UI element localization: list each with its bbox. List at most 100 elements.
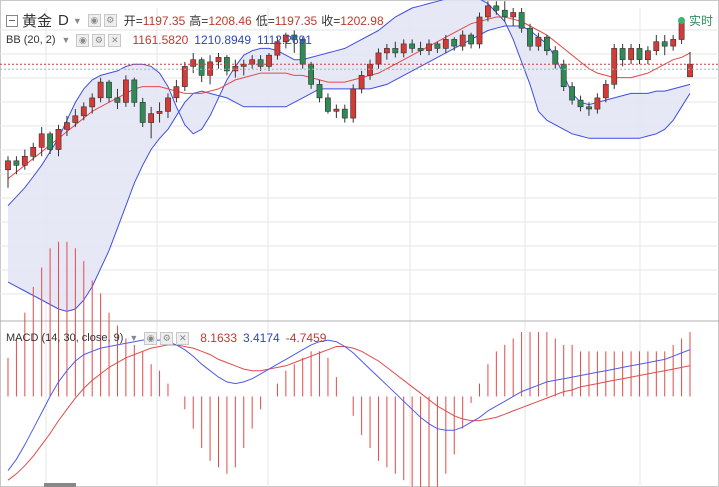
candle-up	[426, 43, 432, 51]
bb-middle-line	[7, 16, 691, 180]
candle-up	[240, 63, 247, 67]
candle-up	[367, 63, 373, 76]
candle-up	[190, 59, 197, 67]
candle-up	[350, 88, 357, 119]
candle-down	[308, 63, 314, 85]
candle-down	[493, 5, 500, 11]
candle-up	[207, 61, 213, 76]
macd-line	[7, 339, 691, 471]
candle-up	[274, 41, 281, 56]
candle-down	[569, 86, 575, 101]
candle-up	[21, 156, 28, 166]
eye-icon[interactable]: ◉	[87, 14, 101, 27]
candle-down	[560, 63, 567, 87]
candle-up	[535, 36, 542, 47]
candle-up	[38, 133, 45, 148]
bb-band-fill	[8, 0, 690, 312]
macd-line-value: 3.4174	[243, 331, 280, 345]
macd-signal-value: -4.7459	[285, 331, 327, 345]
time-scroll-thumb	[44, 483, 76, 487]
candle-up	[459, 34, 466, 47]
candle-down	[636, 48, 643, 60]
candle-down	[409, 43, 415, 49]
candle-up	[30, 147, 37, 157]
candle-up	[148, 113, 154, 123]
chevron-down-icon[interactable]: ▼	[61, 35, 71, 45]
close-label: 收=	[321, 14, 341, 28]
macd-label: MACD (14, 30, close, 9)	[6, 332, 124, 344]
candle-down	[527, 27, 533, 47]
chevron-down-icon[interactable]: ▼	[72, 15, 82, 26]
bb-lower-line	[7, 25, 691, 312]
candle-up	[64, 122, 70, 130]
candle-up	[333, 108, 340, 112]
candle-down	[518, 12, 525, 29]
candle-up	[181, 66, 188, 87]
bb-label: BB (20, 2)	[6, 34, 56, 46]
candle-down	[586, 106, 592, 110]
candle-down	[257, 59, 264, 67]
candle-down	[198, 59, 205, 76]
symbol-title: 黄金	[22, 13, 53, 30]
candle-up	[628, 48, 634, 60]
candle-up	[55, 129, 62, 150]
candle-up	[602, 84, 609, 99]
candle-up	[484, 5, 491, 18]
high-label: 高=	[189, 14, 209, 28]
candle-down	[468, 34, 474, 45]
bb-upper-value: 1210.8949	[194, 33, 252, 47]
settings-icon[interactable]: ⚙	[160, 331, 174, 345]
candle-down	[47, 133, 53, 150]
candle-up	[400, 43, 407, 54]
candle-up	[383, 48, 390, 54]
candle-up	[375, 52, 382, 65]
macd-hist-value: 8.1633	[200, 331, 237, 345]
live-dot-icon	[677, 17, 685, 24]
bb-lower-value: 1112.2691	[257, 33, 312, 47]
macd-signal-line	[7, 344, 691, 481]
close-icon[interactable]: ✕	[108, 33, 122, 47]
low-value: 1197.35	[274, 13, 318, 28]
settings-icon[interactable]: ⚙	[92, 33, 106, 47]
timeframe: D	[58, 12, 69, 29]
candle-up	[72, 115, 79, 123]
open-label: 开=	[123, 14, 143, 28]
high-value: 1208.46	[208, 13, 252, 28]
candle-up	[215, 57, 222, 63]
close-value: 1202.98	[340, 13, 384, 28]
candle-up	[644, 50, 651, 61]
candle-up	[510, 12, 517, 18]
candle-down	[316, 84, 323, 99]
eye-icon[interactable]: ◉	[144, 331, 158, 345]
settings-icon[interactable]: ⚙	[103, 14, 117, 27]
candle-down	[417, 48, 424, 51]
candle-up	[653, 41, 660, 52]
candle-down	[552, 50, 559, 65]
candle-up	[123, 79, 129, 103]
candle-up	[173, 86, 180, 99]
candle-up	[89, 97, 96, 108]
symbol-header: 黄金 D ▼ ◉ ⚙ 开= 1197.35 高= 1208.46 低= 1197…	[6, 10, 384, 31]
close-icon[interactable]: ✕	[176, 331, 190, 345]
candle-down	[324, 97, 331, 112]
collapse-icon[interactable]	[6, 14, 18, 27]
chevron-down-icon[interactable]: ▼	[129, 333, 139, 343]
open-value: 1197.35	[142, 13, 186, 28]
candle-down	[501, 9, 508, 18]
bb-upper-line	[7, 0, 691, 207]
candle-down	[106, 81, 112, 99]
candle-up	[80, 106, 87, 117]
candle-up	[165, 97, 171, 112]
bb-legend: BB (20, 2) ▼ ◉ ⚙ ✕ 1161.5820 1210.8949 1…	[6, 33, 312, 47]
candle-up	[266, 54, 272, 67]
macd-legend: MACD (14, 30, close, 9) ▼ ◉ ⚙ ✕ 8.1633 3…	[6, 331, 326, 345]
eye-icon[interactable]: ◉	[76, 33, 90, 47]
candle-up	[442, 39, 449, 49]
candle-down	[13, 160, 20, 166]
candle-up	[5, 160, 11, 171]
candle-down	[139, 102, 146, 123]
realtime-button[interactable]: 实时	[677, 12, 713, 29]
low-label: 低=	[255, 14, 275, 28]
